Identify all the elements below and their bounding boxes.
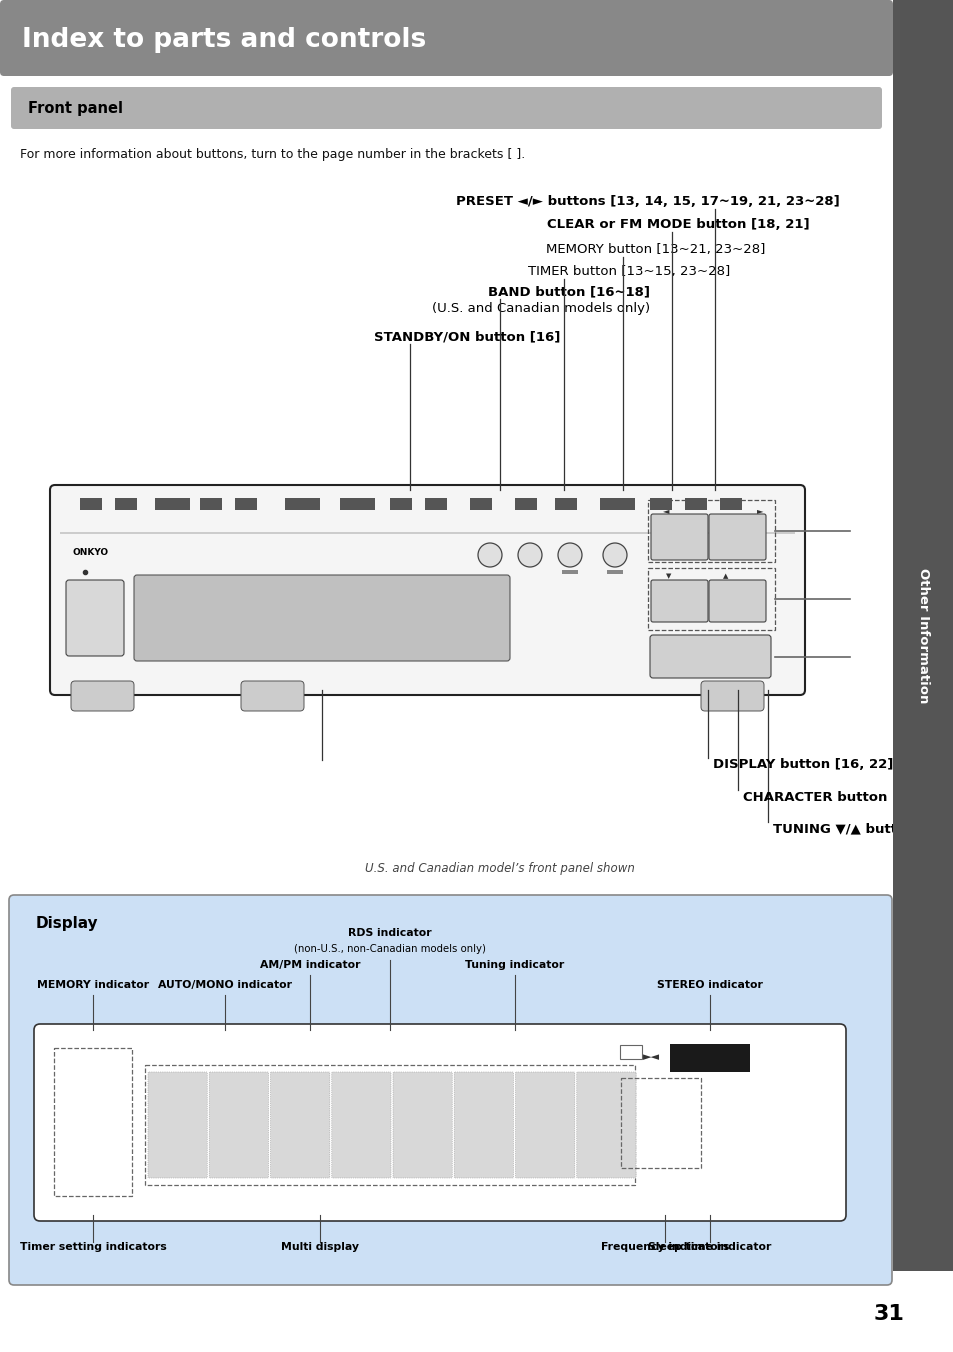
Circle shape — [477, 544, 501, 566]
Text: AUTO/MONO indicator: AUTO/MONO indicator — [158, 980, 292, 990]
Circle shape — [602, 544, 626, 566]
Text: STEREO indicator: STEREO indicator — [657, 980, 762, 990]
Text: STANDBY/ON button [16]: STANDBY/ON button [16] — [374, 330, 559, 343]
Text: Timer setting indicators: Timer setting indicators — [20, 1242, 166, 1252]
Text: Tuning indicator: Tuning indicator — [465, 960, 564, 969]
FancyBboxPatch shape — [649, 635, 770, 677]
Bar — [424, 498, 447, 510]
Text: DISPLAY button [16, 22]: DISPLAY button [16, 22] — [712, 758, 892, 771]
Text: PRESET ◄/► buttons [13, 14, 15, 17~19, 21, 23~28]: PRESET ◄/► buttons [13, 14, 15, 17~19, 2… — [456, 195, 840, 208]
Bar — [619, 1045, 641, 1059]
FancyBboxPatch shape — [650, 580, 707, 622]
FancyBboxPatch shape — [708, 580, 765, 622]
Text: BAND button [16~18]: BAND button [16~18] — [488, 285, 649, 297]
Bar — [606, 571, 622, 575]
Bar — [154, 498, 190, 510]
Text: 31: 31 — [873, 1303, 903, 1324]
FancyBboxPatch shape — [650, 514, 707, 560]
Text: ▲: ▲ — [722, 573, 727, 579]
FancyBboxPatch shape — [271, 1072, 330, 1178]
Bar — [684, 498, 706, 510]
FancyBboxPatch shape — [11, 87, 882, 128]
FancyBboxPatch shape — [71, 681, 133, 711]
Bar — [200, 498, 222, 510]
Text: Front panel: Front panel — [28, 100, 123, 115]
FancyBboxPatch shape — [708, 514, 765, 560]
Bar — [339, 498, 375, 510]
FancyBboxPatch shape — [332, 1072, 391, 1178]
Bar — [470, 498, 492, 510]
FancyBboxPatch shape — [700, 681, 763, 711]
Bar — [649, 498, 671, 510]
Text: ONKYO: ONKYO — [73, 548, 109, 557]
Text: Multi display: Multi display — [281, 1242, 358, 1252]
Text: ►◄: ►◄ — [642, 1052, 659, 1063]
Text: Other Information: Other Information — [916, 568, 929, 703]
Text: (non-U.S., non-Canadian models only): (non-U.S., non-Canadian models only) — [294, 944, 485, 955]
Bar — [892, 0, 953, 1271]
Text: Frequency indicators: Frequency indicators — [600, 1242, 728, 1252]
FancyBboxPatch shape — [209, 1072, 268, 1178]
Text: ▼: ▼ — [665, 573, 671, 579]
Circle shape — [558, 544, 581, 566]
FancyBboxPatch shape — [66, 580, 124, 656]
Bar — [115, 498, 137, 510]
FancyBboxPatch shape — [34, 1023, 845, 1221]
FancyBboxPatch shape — [0, 0, 892, 76]
Text: RDS indicator: RDS indicator — [348, 927, 432, 938]
Text: MEMORY button [13~21, 23~28]: MEMORY button [13~21, 23~28] — [545, 243, 764, 256]
Bar — [515, 498, 537, 510]
Bar — [599, 498, 635, 510]
FancyBboxPatch shape — [148, 1072, 207, 1178]
Text: AM/PM indicator: AM/PM indicator — [259, 960, 360, 969]
FancyBboxPatch shape — [50, 485, 804, 695]
Bar — [620, 1078, 700, 1168]
Circle shape — [517, 544, 541, 566]
Bar — [145, 1065, 635, 1184]
Text: Sleep time indicator: Sleep time indicator — [648, 1242, 771, 1252]
Text: ►: ► — [757, 506, 762, 515]
Bar — [54, 1048, 132, 1197]
Text: Index to parts and controls: Index to parts and controls — [22, 27, 426, 53]
FancyBboxPatch shape — [9, 895, 891, 1284]
FancyBboxPatch shape — [133, 575, 510, 661]
Text: TIMER button [13~15, 23~28]: TIMER button [13~15, 23~28] — [527, 265, 729, 279]
Bar — [647, 500, 774, 562]
Bar — [669, 1044, 749, 1072]
Bar — [561, 571, 578, 575]
Bar — [60, 531, 794, 534]
Text: For more information about buttons, turn to the page number in the brackets [ ].: For more information about buttons, turn… — [20, 147, 525, 161]
Bar — [647, 568, 774, 630]
Text: MEMORY indicator: MEMORY indicator — [37, 980, 149, 990]
Bar — [555, 498, 577, 510]
FancyBboxPatch shape — [393, 1072, 452, 1178]
FancyBboxPatch shape — [515, 1072, 574, 1178]
Text: Display: Display — [36, 917, 98, 932]
Bar — [234, 498, 256, 510]
FancyBboxPatch shape — [577, 1072, 636, 1178]
Text: TUNING ▼/▲ buttons [16~18]: TUNING ▼/▲ buttons [16~18] — [772, 822, 953, 836]
Text: (U.S. and Canadian models only): (U.S. and Canadian models only) — [432, 301, 649, 315]
Bar — [285, 498, 319, 510]
Bar — [720, 498, 741, 510]
Bar — [80, 498, 102, 510]
Text: ◄: ◄ — [662, 506, 669, 515]
Bar — [390, 498, 412, 510]
Text: CHARACTER button [19~21]: CHARACTER button [19~21] — [742, 790, 951, 803]
Text: CLEAR or FM MODE button [18, 21]: CLEAR or FM MODE button [18, 21] — [547, 218, 809, 231]
FancyBboxPatch shape — [454, 1072, 513, 1178]
FancyBboxPatch shape — [241, 681, 304, 711]
Text: U.S. and Canadian model’s front panel shown: U.S. and Canadian model’s front panel sh… — [365, 863, 635, 875]
